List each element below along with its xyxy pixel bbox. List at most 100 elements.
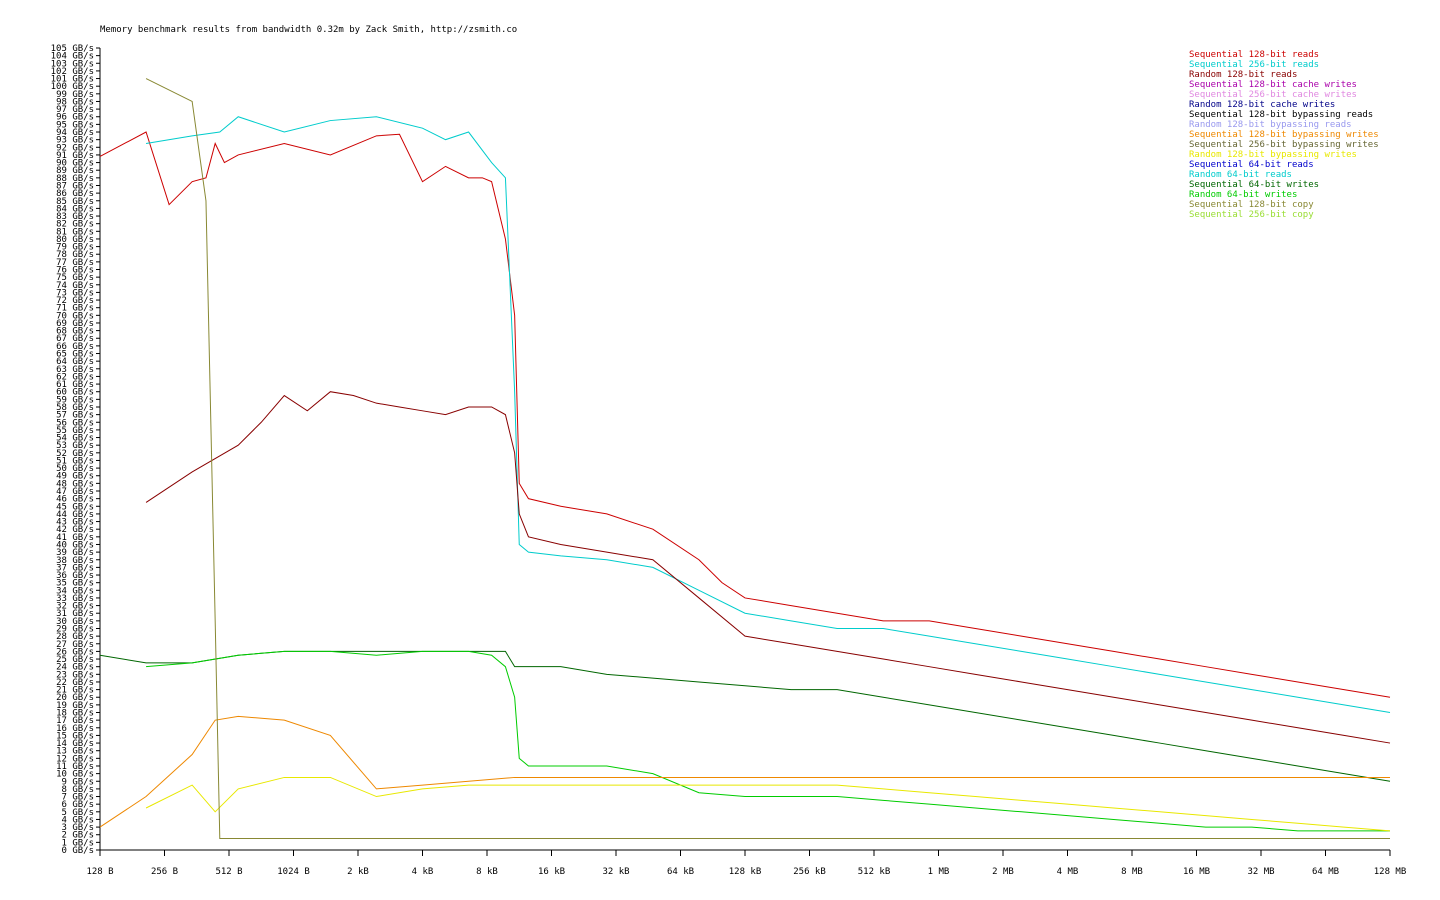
chart-title: Memory benchmark results from bandwidth … [100,25,517,35]
legend-item: Sequential 128-bit bypassing writes [1189,130,1379,140]
legend-item: Sequential 64-bit reads [1189,160,1314,170]
y-tick-label: 19 GB/s [56,701,94,711]
y-tick-label: 86 GB/s [56,189,94,199]
legend-item: Sequential 256-bit bypassing writes [1189,140,1379,150]
y-tick-label: 31 GB/s [56,609,94,619]
y-tick-label: 23 GB/s [56,670,94,680]
y-tick-label: 94 GB/s [56,128,94,138]
y-tick-label: 79 GB/s [56,243,94,253]
y-tick-label: 39 GB/s [56,548,94,558]
y-tick-label: 58 GB/s [56,403,94,413]
y-tick-label: 93 GB/s [56,136,94,146]
x-tick-label: 128 MB [1374,867,1407,877]
y-tick-label: 91 GB/s [56,151,94,161]
x-tick-label: 128 kB [729,867,762,877]
y-tick-label: 82 GB/s [56,220,94,230]
legend-item: Random 128-bit cache writes [1189,100,1335,110]
y-tick-label: 2 GB/s [61,831,94,841]
y-tick-label: 67 GB/s [56,334,94,344]
y-tick-label: 60 GB/s [56,388,94,398]
y-tick-label: 49 GB/s [56,472,94,482]
y-tick-label: 54 GB/s [56,434,94,444]
y-tick-label: 40 GB/s [56,540,94,550]
y-ticks: 0 GB/s1 GB/s2 GB/s3 GB/s4 GB/s5 GB/s6 GB… [51,44,100,856]
y-tick-label: 71 GB/s [56,304,94,314]
series-line-3 [99,650,1391,782]
y-tick-label: 87 GB/s [56,181,94,191]
y-tick-label: 47 GB/s [56,487,94,497]
y-tick-label: 65 GB/s [56,350,94,360]
y-tick-label: 11 GB/s [56,762,94,772]
y-tick-label: 61 GB/s [56,380,94,390]
x-tick-label: 1024 B [277,867,310,877]
series-line-2 [145,391,1391,744]
y-tick-label: 14 GB/s [56,739,94,749]
series-line-7 [145,78,1390,840]
y-tick-label: 64 GB/s [56,357,94,367]
y-tick-label: 88 GB/s [56,174,94,184]
y-tick-label: 98 GB/s [56,97,94,107]
legend-item: Random 128-bit bypassing reads [1189,120,1352,130]
y-tick-label: 33 GB/s [56,594,94,604]
x-tick-label: 256 kB [793,867,826,877]
y-tick-label: 22 GB/s [56,678,94,688]
x-tick-label: 16 MB [1183,867,1210,877]
y-tick-label: 55 GB/s [56,426,94,436]
x-tick-label: 8 kB [476,867,498,877]
y-tick-label: 29 GB/s [56,624,94,634]
y-tick-label: 18 GB/s [56,709,94,719]
legend-item: Random 128-bit reads [1189,70,1297,80]
y-tick-label: 105 GB/s [51,44,94,54]
y-tick-label: 103 GB/s [51,59,94,69]
y-tick-label: 16 GB/s [56,724,94,734]
y-tick-label: 73 GB/s [56,288,94,298]
y-tick-label: 12 GB/s [56,754,94,764]
y-tick-label: 62 GB/s [56,372,94,382]
x-tick-label: 4 kB [412,867,434,877]
x-tick-label: 8 MB [1121,867,1143,877]
series-lines [99,78,1391,840]
legend-item: Sequential 256-bit cache writes [1189,90,1357,100]
y-tick-label: 45 GB/s [56,502,94,512]
y-tick-label: 90 GB/s [56,159,94,169]
y-tick-label: 76 GB/s [56,266,94,276]
x-tick-label: 64 MB [1312,867,1339,877]
y-tick-label: 53 GB/s [56,441,94,451]
x-tick-label: 4 MB [1057,867,1079,877]
y-tick-label: 85 GB/s [56,197,94,207]
y-tick-label: 78 GB/s [56,250,94,260]
y-tick-label: 80 GB/s [56,235,94,245]
y-tick-label: 66 GB/s [56,342,94,352]
x-tick-label: 128 B [86,867,113,877]
series-line-4 [146,650,1390,832]
y-tick-label: 43 GB/s [56,518,94,528]
y-tick-label: 46 GB/s [56,495,94,505]
y-tick-label: 36 GB/s [56,571,94,581]
y-tick-label: 68 GB/s [56,327,94,337]
y-tick-label: 15 GB/s [56,731,94,741]
y-tick-label: 70 GB/s [56,311,94,321]
y-tick-label: 50 GB/s [56,464,94,474]
y-tick-label: 74 GB/s [56,281,94,291]
y-tick-label: 75 GB/s [56,273,94,283]
y-tick-label: 77 GB/s [56,258,94,268]
y-tick-label: 8 GB/s [61,785,94,795]
y-tick-label: 37 GB/s [56,563,94,573]
y-tick-label: 104 GB/s [51,52,94,62]
x-tick-label: 512 B [215,867,242,877]
y-tick-label: 44 GB/s [56,510,94,520]
y-tick-label: 26 GB/s [56,647,94,657]
y-tick-label: 96 GB/s [56,113,94,123]
y-tick-label: 100 GB/s [51,82,94,92]
y-tick-label: 92 GB/s [56,143,94,153]
y-tick-label: 10 GB/s [56,770,94,780]
x-tick-label: 64 kB [667,867,694,877]
y-tick-label: 38 GB/s [56,556,94,566]
x-tick-label: 512 kB [858,867,891,877]
x-tick-label: 16 kB [538,867,565,877]
y-tick-label: 13 GB/s [56,747,94,757]
y-tick-label: 21 GB/s [56,686,94,696]
y-tick-label: 52 GB/s [56,449,94,459]
